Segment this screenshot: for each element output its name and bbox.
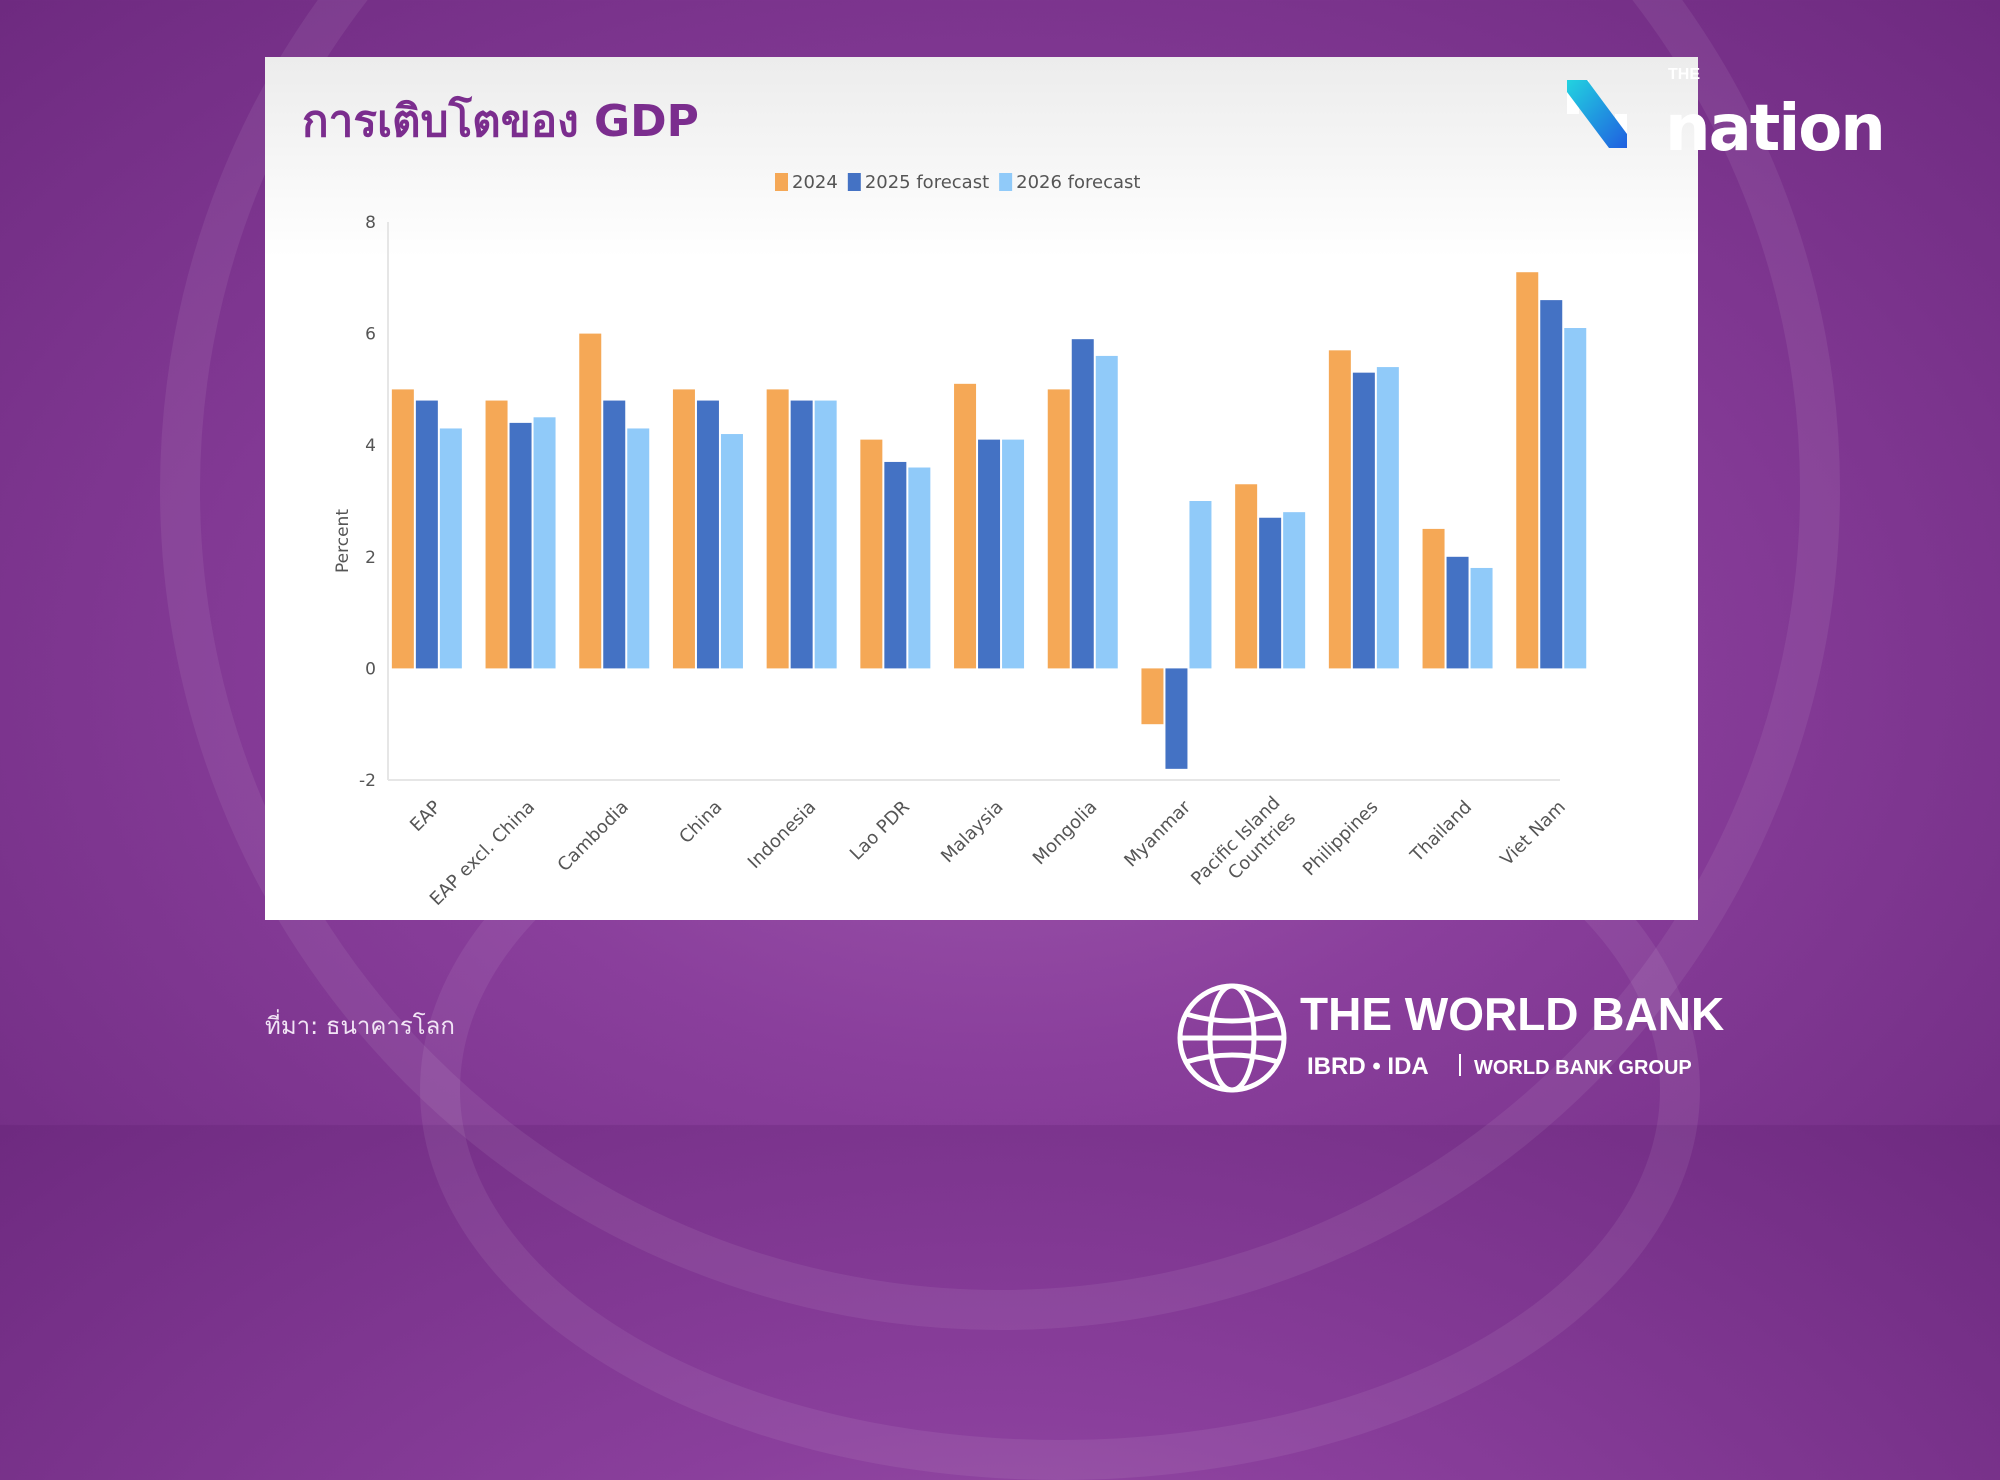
bar-2025-forecast-philippines	[1352, 372, 1375, 669]
legend-entry: 2026 forecast	[1016, 172, 1140, 193]
bar-2026-forecast-malaysia	[1002, 439, 1025, 669]
y-tick-label: 2	[365, 548, 376, 568]
x-tick-label: Philippines	[1299, 797, 1382, 880]
x-tick-label: Pacific IslandCountries	[1187, 792, 1300, 905]
legend-swatch	[775, 173, 788, 191]
legend-swatch	[847, 173, 861, 191]
legend-entry: 2025 forecast	[865, 172, 989, 193]
bar-2026-forecast-mongolia	[1095, 355, 1118, 669]
legend-swatch	[999, 173, 1013, 191]
bar-2025-forecast-myanmar	[1165, 668, 1188, 769]
y-axis-label: Percent	[333, 509, 353, 573]
bar-2025-forecast-indonesia	[790, 400, 813, 669]
x-tick-label: EAP	[406, 797, 445, 836]
bar-2025-forecast-china	[696, 400, 719, 669]
bar-2024-thailand	[1422, 528, 1445, 669]
bar-2024-eap	[391, 389, 414, 669]
x-tick-label: Malaysia	[937, 797, 1007, 867]
bar-2025-forecast-viet-nam	[1540, 300, 1563, 669]
bar-2026-forecast-china	[720, 434, 743, 669]
x-tick-label: Thailand	[1406, 797, 1476, 867]
logo-small-text: THE	[1668, 66, 1700, 83]
x-tick-label: China	[675, 797, 726, 848]
bar-2025-forecast-cambodia	[603, 400, 626, 669]
bar-2026-forecast-pacific-island-countries	[1283, 512, 1306, 669]
bar-2025-forecast-lao-pdr	[884, 461, 907, 669]
x-tick-label: Lao PDR	[846, 797, 914, 865]
bar-2026-forecast-cambodia	[627, 428, 650, 669]
y-tick-label: -2	[359, 771, 376, 791]
world-bank-sub1: IBRD • IDA	[1307, 1053, 1429, 1080]
y-tick-label: 0	[365, 659, 376, 679]
bar-2024-pacific-island-countries	[1235, 484, 1258, 669]
bar-2026-forecast-indonesia	[814, 400, 837, 669]
bar-2024-philippines	[1328, 350, 1351, 669]
bar-2024-eap-excl-china	[485, 400, 508, 669]
bar-2024-indonesia	[766, 389, 789, 669]
y-tick-label: 4	[365, 436, 376, 456]
bar-2024-cambodia	[579, 333, 602, 669]
bar-2026-forecast-viet-nam	[1564, 328, 1587, 669]
world-bank-logo: THE WORLD BANK IBRD • IDA WORLD BANK GRO…	[1177, 983, 1724, 1093]
bar-2024-lao-pdr	[860, 439, 883, 669]
world-bank-sub2: WORLD BANK GROUP	[1474, 1057, 1692, 1079]
source-caption: ที่มา: ธนาคารโลก	[265, 1012, 455, 1040]
x-tick-label: Indonesia	[744, 797, 820, 873]
bar-2025-forecast-thailand	[1446, 556, 1469, 669]
bar-2024-myanmar	[1141, 668, 1164, 725]
x-tick-label: Cambodia	[554, 797, 633, 876]
bar-2025-forecast-mongolia	[1071, 339, 1094, 669]
bar-2026-forecast-philippines	[1376, 367, 1399, 669]
bar-2026-forecast-lao-pdr	[908, 467, 931, 669]
logo-main-text: nation	[1665, 92, 1884, 158]
bar-2025-forecast-pacific-island-countries	[1259, 517, 1282, 669]
bar-2025-forecast-malaysia	[978, 439, 1001, 669]
bar-2024-china	[672, 389, 695, 669]
page-title: การเติบโตของ GDP	[302, 96, 699, 147]
bar-2024-malaysia	[954, 383, 977, 669]
x-tick-label: Mongolia	[1029, 797, 1101, 869]
bar-2026-forecast-myanmar	[1189, 501, 1212, 669]
globe-icon	[1177, 983, 1287, 1093]
x-tick-label: Myanmar	[1120, 796, 1195, 871]
legend-entry: 2024	[792, 172, 838, 193]
bar-2024-viet-nam	[1516, 272, 1539, 669]
x-tick-label: Viet Nam	[1496, 797, 1569, 870]
bar-2025-forecast-eap	[415, 400, 438, 669]
bar-2026-forecast-eap-excl-china	[533, 417, 556, 669]
bar-2026-forecast-thailand	[1470, 567, 1493, 669]
bar-2024-mongolia	[1047, 389, 1070, 669]
bar-2026-forecast-eap	[439, 428, 462, 669]
y-tick-label: 8	[365, 213, 376, 233]
y-tick-label: 6	[365, 325, 376, 345]
world-bank-name: THE WORLD BANK	[1300, 988, 1724, 1040]
the-nation-logo: THE nation	[1567, 66, 1886, 158]
bar-2025-forecast-eap-excl-china	[509, 422, 532, 669]
